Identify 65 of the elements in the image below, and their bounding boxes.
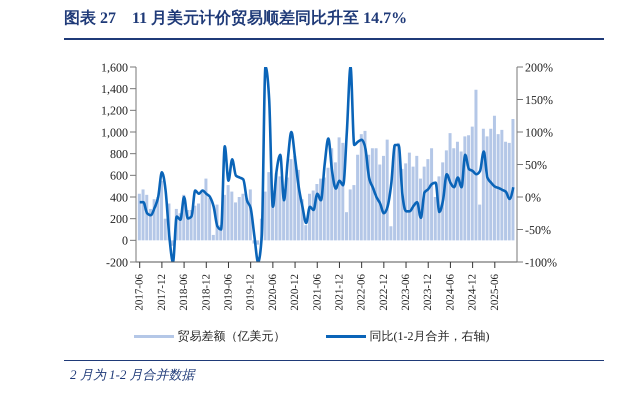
bar bbox=[430, 148, 434, 240]
line-series bbox=[138, 67, 515, 262]
x-tick-label: 2020-06 bbox=[266, 274, 279, 311]
x-tick-label: 2017-12 bbox=[156, 274, 168, 311]
legend-label: 同比(1-2月合并，右轴) bbox=[370, 328, 490, 345]
y-tick-label: 800 bbox=[110, 146, 128, 161]
bar bbox=[448, 133, 452, 240]
x-tick-label: 2023-06 bbox=[400, 274, 412, 311]
text: 2 月为 1-2 月合并数据 bbox=[70, 366, 195, 384]
bar bbox=[456, 142, 459, 240]
y-tick-label: 1,600 bbox=[101, 60, 128, 74]
y-tick-label: 1,000 bbox=[101, 125, 128, 140]
x-tick-label: 2020-12 bbox=[289, 274, 302, 311]
bar bbox=[278, 176, 282, 240]
bar bbox=[408, 152, 411, 240]
bar bbox=[290, 159, 293, 240]
legend-label: 贸易差额（亿美元） bbox=[178, 328, 286, 345]
bar bbox=[238, 197, 241, 240]
y2-tick-label: 100% bbox=[525, 125, 553, 140]
x-tick-label: 2018-12 bbox=[200, 274, 212, 311]
x-tick-label: 2019-06 bbox=[222, 274, 234, 311]
bar bbox=[474, 90, 478, 240]
bar bbox=[204, 178, 208, 240]
x-tick-label: 2017-06 bbox=[134, 274, 146, 311]
x-tick-label: 2025-06 bbox=[488, 274, 501, 311]
y2-tick-label: 200% bbox=[525, 60, 553, 74]
x-tick-label: 2024-06 bbox=[444, 274, 456, 311]
chart-title: 图表 27 11 月美元计价贸易顺差同比升至 14.7% bbox=[64, 8, 408, 29]
y-tick-label: -200 bbox=[106, 255, 128, 270]
x-tick-label: 2023-12 bbox=[422, 274, 434, 311]
bar bbox=[360, 134, 363, 240]
bar bbox=[226, 185, 230, 240]
x-tick-label: 2024-12 bbox=[466, 274, 479, 311]
x-tick-label: 2019-12 bbox=[244, 274, 257, 311]
y2-tick-label: 150% bbox=[525, 92, 553, 107]
bar bbox=[241, 194, 244, 240]
bar bbox=[370, 148, 374, 240]
bar bbox=[160, 180, 164, 240]
bar bbox=[193, 206, 196, 240]
bar bbox=[267, 172, 270, 240]
bar bbox=[415, 156, 418, 240]
y2-tick-label: 50% bbox=[525, 158, 547, 172]
y2-tick-label: -100% bbox=[525, 255, 557, 270]
y-tick-label: 1,400 bbox=[101, 82, 128, 96]
y-tick-label: 1,200 bbox=[101, 104, 128, 118]
x-tick-label: 2022-12 bbox=[378, 274, 390, 311]
x-tick-label: 2021-06 bbox=[311, 274, 324, 311]
y-tick-label: 600 bbox=[110, 168, 128, 183]
y-tick-label: 400 bbox=[110, 190, 128, 204]
x-tick-label: 2022-06 bbox=[356, 274, 368, 311]
bar bbox=[386, 140, 389, 240]
bar bbox=[374, 148, 378, 240]
y2-tick-label: 0% bbox=[525, 190, 541, 204]
y-tick-label: 0 bbox=[122, 234, 128, 248]
bar bbox=[492, 116, 496, 240]
y2-tick-label: -50% bbox=[525, 222, 551, 237]
bar bbox=[142, 189, 145, 240]
bar bbox=[348, 189, 352, 240]
x-tick-label: 2021-12 bbox=[333, 274, 346, 311]
bar bbox=[500, 130, 504, 240]
y-tick-label: 200 bbox=[110, 212, 128, 226]
bar bbox=[338, 137, 341, 240]
bar bbox=[511, 119, 514, 240]
bar bbox=[138, 194, 141, 240]
x-tick-label: 2018-06 bbox=[178, 274, 190, 311]
